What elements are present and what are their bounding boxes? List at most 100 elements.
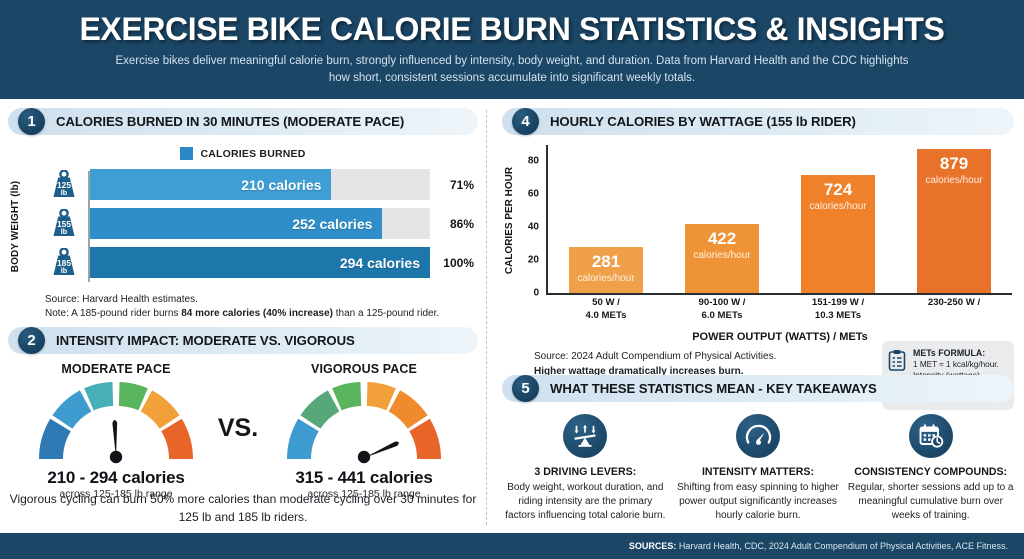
weight-value: 125: [57, 180, 71, 190]
x-category: 230-250 W /: [896, 297, 1012, 323]
takeaway-body: Regular, shorter sessions add up to a me…: [847, 482, 1014, 522]
gauge-vigorous: VIGOROUS PACE: [266, 362, 462, 500]
section4-source-bold: Higher wattage dramatically increases bu…: [534, 365, 744, 377]
weight-unit: lb: [61, 227, 68, 236]
weight-icon-125: 125 lb: [46, 170, 82, 199]
bar-track: 294 calories: [90, 247, 430, 278]
vs-label: VS.: [217, 414, 259, 442]
takeaway-card: CONSISTENCY COMPOUNDS: Regular, shorter …: [847, 414, 1014, 524]
chart-x-axis-line: [546, 293, 1012, 295]
bar-data-unit: calories/hour: [577, 272, 635, 284]
weight-unit: lb: [61, 188, 68, 197]
y-tick: 0: [533, 287, 539, 299]
x-category-line2: 4.0 METs: [585, 309, 627, 321]
legend-swatch-icon: [180, 147, 194, 160]
mets-heading: METs FORMULA:: [913, 348, 986, 358]
chart-bar: 422 calories/hour: [685, 224, 759, 293]
bar-track: 252 calories: [90, 208, 430, 239]
bar-percent-label: 71%: [449, 177, 474, 192]
bar-fill: 252 calories: [90, 208, 383, 239]
gauge-subtext: across 125-185 lb range: [307, 488, 421, 500]
chart-bars: 281 calories/hour 422 calories/hour 724: [548, 145, 1012, 293]
chart-bar: 879 calories/hour: [917, 149, 991, 293]
note-prefix: Note: A 185-pound rider burns: [45, 308, 182, 320]
section5-number-badge: 5: [512, 375, 539, 402]
section5-header: 5 WHAT THESE STATISTICS MEAN - KEY TAKEA…: [502, 375, 1014, 402]
gauge-dial-moderate: [38, 382, 194, 464]
y-tick: 20: [527, 254, 539, 266]
bar-cell: 879 calories/hour: [896, 145, 1012, 293]
x-category-line2: 10.3 METs: [814, 309, 862, 321]
section1-axis-line: [88, 171, 90, 282]
bar-data-label: 422: [707, 229, 737, 248]
gauge-moderate: MODERATE PACE: [18, 362, 214, 500]
page-subtitle: Exercise bikes deliver meaningful calori…: [115, 55, 909, 84]
bar-cell: 724 calories/hour: [780, 145, 896, 293]
section1-number-badge: 1: [18, 108, 45, 135]
note-bold: 84 more calories (40% increase): [181, 308, 333, 320]
section4-source: Source: 2024 Adult Compendium of Physica…: [534, 350, 874, 379]
section1-source-note: Source: Harvard Health estimates. Note: …: [45, 293, 478, 321]
bar-row: 185 lb 294 calories 100%: [26, 247, 478, 278]
footer-sources-text: Harvard Health, CDC, 2024 Adult Compendi…: [676, 541, 1008, 551]
gauge-value: 210 - 294 calories: [47, 468, 185, 487]
section-intensity-impact: 2 INTENSITY IMPACT: MODERATE VS. VIGOROU…: [8, 327, 478, 537]
bar-fill: 210 calories: [90, 169, 332, 200]
chart-y-axis-label-text: CALORIES PER HOUR: [504, 166, 516, 274]
section5-title: WHAT THESE STATISTICS MEAN - KEY TAKEAWA…: [550, 381, 877, 396]
x-category-line2: [896, 310, 1012, 323]
section4-source-line: Source: 2024 Adult Compendium of Physica…: [534, 351, 777, 362]
gauge-subtext: across 125-185 lb range: [59, 488, 173, 500]
page-title: EXERCISE BIKE CALORIE BURN STATISTICS & …: [79, 10, 945, 47]
chart-x-categories: 50 W / 4.0 METs 90-100 W / 6.0 METs 151-…: [548, 297, 1012, 323]
page-footer: SOURCES: Harvard Health, CDC, 2024 Adult…: [0, 533, 1024, 559]
speedometer-icon: [736, 414, 780, 458]
section1-bar-chart: BODY WEIGHT (lb) 125 lb: [8, 169, 478, 284]
section1-header: 1 CALORIES BURNED IN 30 MINUTES (MODERAT…: [8, 108, 478, 135]
section-key-takeaways: 5 WHAT THESE STATISTICS MEAN - KEY TAKEA…: [502, 375, 1014, 524]
weight-value: 155: [57, 219, 71, 229]
bar-data-label: 281: [591, 252, 621, 271]
bar-cell: 281 calories/hour: [548, 145, 664, 293]
right-column: 4 HOURLY CALORIES BY WATTAGE (155 lb RID…: [492, 103, 1024, 531]
section1-title: CALORIES BURNED IN 30 MINUTES (MODERATE …: [56, 114, 405, 129]
bar-data-unit: calories/hour: [693, 249, 751, 261]
gauge-needle-vigorous: [357, 441, 399, 464]
bar-data-label: 724: [823, 180, 853, 199]
chart-y-axis-label: CALORIES PER HOUR: [502, 145, 517, 295]
footer-sources-label: SOURCES:: [628, 541, 677, 551]
y-tick: 80: [527, 155, 539, 167]
x-category: 50 W / 4.0 METs: [548, 297, 664, 323]
chart-y-ticks: 0 20 40 60 80: [519, 145, 543, 299]
section1-note-line: Note: A 185-pound rider burns 84 more ca…: [45, 307, 478, 321]
takeaway-body: Body weight, workout duration, and ridin…: [505, 482, 666, 522]
chart-bar: 281 calories/hour: [569, 247, 643, 293]
gauge-title: MODERATE PACE: [61, 362, 171, 376]
takeaway-heading: 3 DRIVING LEVERS:: [534, 466, 637, 478]
chart-y-axis-line: [546, 145, 548, 295]
bar-value-label: 252 calories: [292, 215, 373, 232]
page-header: EXERCISE BIKE CALORIE BURN STATISTICS & …: [0, 0, 1024, 99]
bar-data-label: 879: [939, 154, 969, 173]
x-category-line1: 151-199 W /: [811, 297, 865, 308]
weight-icon-155: 155 lb: [46, 209, 82, 238]
bar-row: 155 lb 252 calories 86%: [26, 208, 478, 239]
section2-number-badge: 2: [18, 327, 45, 354]
x-category: 90-100 W / 6.0 METs: [664, 297, 780, 323]
gauge-dial-vigorous: [286, 382, 442, 464]
takeaway-card: INTENSITY MATTERS: Shifting from easy sp…: [675, 414, 842, 524]
weight-value: 185: [57, 258, 71, 268]
y-tick: 40: [527, 221, 539, 233]
bar-percent-label: 100%: [443, 255, 474, 270]
takeaway-heading: INTENSITY MATTERS:: [701, 466, 815, 478]
gauge-title: VIGOROUS PACE: [311, 362, 417, 376]
weight-icon-185: 185 lb: [46, 248, 82, 277]
section4-title: HOURLY CALORIES BY WATTAGE (155 lb RIDER…: [550, 114, 856, 129]
x-category-line2: 6.0 METs: [701, 309, 743, 321]
section2-body: MODERATE PACE: [8, 362, 478, 537]
bar-data-unit: calories/hour: [925, 174, 983, 186]
section2-title: INTENSITY IMPACT: MODERATE VS. VIGOROUS: [56, 333, 355, 348]
x-category-line1: 230-250 W /: [927, 297, 981, 308]
bar-track: 210 calories: [90, 169, 430, 200]
